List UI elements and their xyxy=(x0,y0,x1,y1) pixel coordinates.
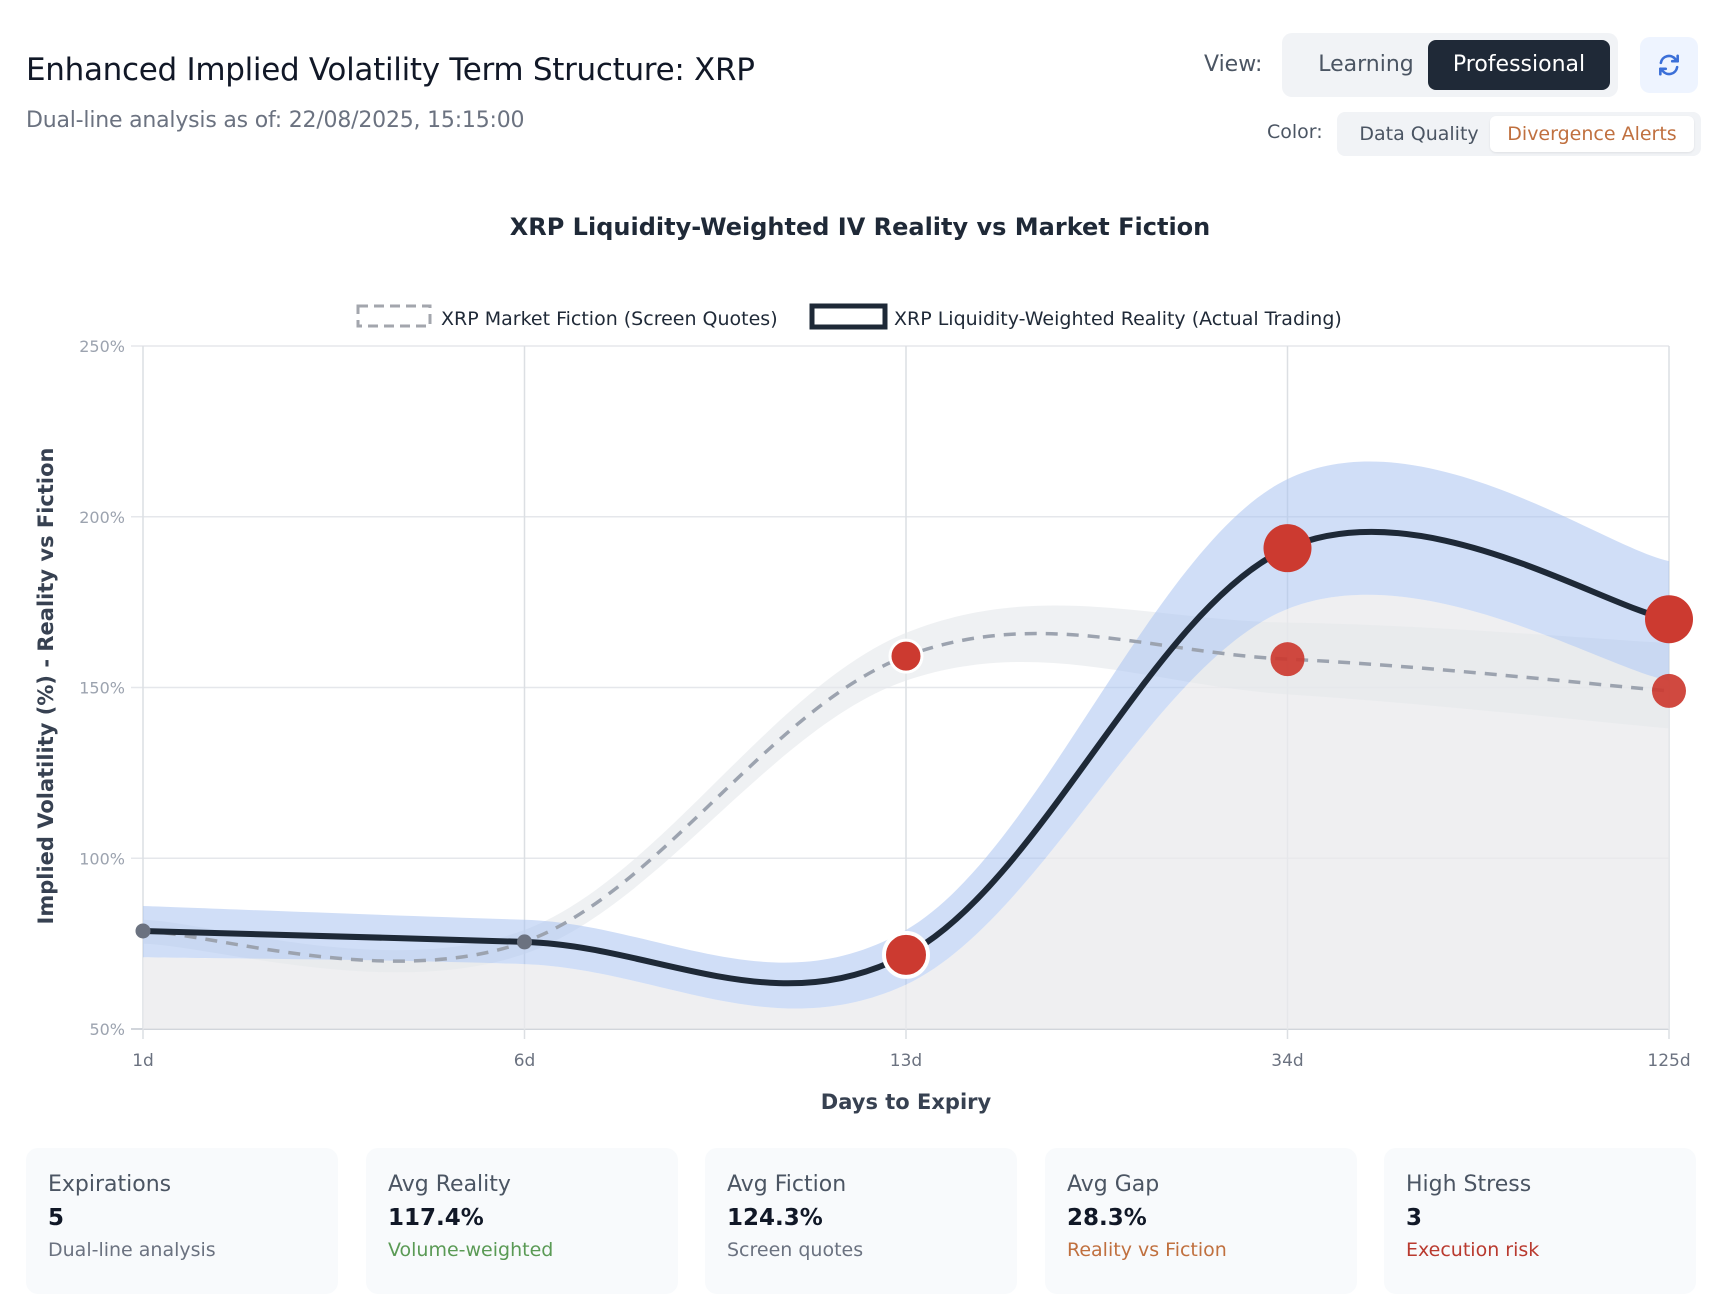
legend: XRP Market Fiction (Screen Quotes) XRP L… xyxy=(356,303,1342,330)
fiction-point-alert[interactable] xyxy=(888,638,924,674)
stat-label: Avg Gap xyxy=(1067,1172,1160,1197)
view-learning-button[interactable]: Learning xyxy=(1318,52,1414,77)
series-points xyxy=(135,524,1693,979)
stat-value: 117.4% xyxy=(388,1205,484,1231)
stat-sub: Screen quotes xyxy=(727,1239,864,1261)
color-divergence-alerts-button[interactable]: Divergence Alerts xyxy=(1490,116,1694,152)
x-tick-label: 6d xyxy=(514,1051,536,1071)
y-tick-label: 250% xyxy=(79,337,125,356)
stat-card-avg-fiction: Avg Fiction 124.3% Screen quotes xyxy=(705,1148,1017,1294)
fiction-point-alert[interactable] xyxy=(1652,673,1686,708)
stat-value: 28.3% xyxy=(1067,1205,1147,1231)
stat-value: 3 xyxy=(1406,1205,1423,1231)
stats-cards: Expirations 5 Dual-line analysis Avg Rea… xyxy=(26,1148,1696,1294)
x-tick-label: 1d xyxy=(132,1051,154,1071)
color-label: Color: xyxy=(1267,121,1323,143)
fiction-confidence-band xyxy=(143,605,1669,973)
stat-sub: Dual-line analysis xyxy=(48,1239,216,1261)
x-axis-label: Days to Expiry xyxy=(821,1090,992,1114)
fiction-line xyxy=(142,631,1670,963)
reality-confidence-band xyxy=(143,461,1669,1009)
stat-sub: Execution risk xyxy=(1406,1239,1540,1261)
y-tick-label: 50% xyxy=(89,1020,125,1039)
stat-card-avg-gap: Avg Gap 28.3% Reality vs Fiction xyxy=(1045,1148,1357,1294)
y-axis-ticks: 50% 100% 150% 200% 250% xyxy=(79,337,125,1039)
legend-item-reality[interactable]: XRP Liquidity-Weighted Reality (Actual T… xyxy=(809,303,1342,330)
reality-point-alert[interactable] xyxy=(882,930,930,979)
legend-swatch-fiction xyxy=(356,304,432,328)
stat-value: 124.3% xyxy=(727,1205,823,1231)
y-tick-label: 200% xyxy=(79,508,125,527)
refresh-icon xyxy=(1659,54,1679,76)
stat-card-avg-reality: Avg Reality 117.4% Volume-weighted xyxy=(366,1148,678,1294)
legend-item-fiction[interactable]: XRP Market Fiction (Screen Quotes) xyxy=(356,304,778,330)
y-axis-label: Implied Volatility (%) - Reality vs Fict… xyxy=(34,448,58,925)
y-tick-label: 100% xyxy=(79,849,125,868)
color-data-quality-button[interactable]: Data Quality xyxy=(1359,123,1479,145)
legend-label-fiction: XRP Market Fiction (Screen Quotes) xyxy=(441,308,778,330)
chart-container: XRP Liquidity-Weighted IV Reality vs Mar… xyxy=(0,200,1720,1130)
iv-term-structure-chart: XRP Liquidity-Weighted IV Reality vs Mar… xyxy=(34,213,1693,1114)
stat-card-expirations: Expirations 5 Dual-line analysis xyxy=(26,1148,338,1294)
stat-sub: Reality vs Fiction xyxy=(1067,1239,1227,1261)
reality-point-alert[interactable] xyxy=(1645,595,1693,644)
reality-line xyxy=(140,528,1672,987)
stat-label: Avg Fiction xyxy=(727,1172,847,1197)
stat-value: 5 xyxy=(48,1205,65,1231)
view-toggle: Learning Professional xyxy=(1282,33,1618,97)
chart-title: XRP Liquidity-Weighted IV Reality vs Mar… xyxy=(510,213,1211,241)
reality-point[interactable] xyxy=(135,923,151,939)
stat-label: High Stress xyxy=(1406,1172,1532,1197)
area-layers xyxy=(143,461,1669,1029)
page-title: Enhanced Implied Volatility Term Structu… xyxy=(26,52,755,88)
reality-point-alert[interactable] xyxy=(1263,524,1312,573)
refresh-button[interactable] xyxy=(1640,37,1698,93)
view-label: View: xyxy=(1204,52,1263,77)
view-professional-button[interactable]: Professional xyxy=(1428,40,1610,90)
legend-label-reality: XRP Liquidity-Weighted Reality (Actual T… xyxy=(894,308,1342,330)
legend-swatch-reality xyxy=(809,303,888,330)
y-tick-label: 150% xyxy=(79,679,125,698)
page-subtitle: Dual-line analysis as of: 22/08/2025, 15… xyxy=(26,108,525,133)
reality-point[interactable] xyxy=(517,934,532,950)
reality-baseline-fill xyxy=(143,594,1669,1029)
stat-label: Avg Reality xyxy=(388,1172,511,1197)
stat-label: Expirations xyxy=(48,1172,172,1197)
x-tick-label: 34d xyxy=(1271,1051,1303,1071)
stat-card-high-stress: High Stress 3 Execution risk xyxy=(1384,1148,1696,1294)
x-tick-label: 13d xyxy=(890,1051,922,1071)
x-tick-label: 125d xyxy=(1647,1051,1690,1071)
stat-sub: Volume-weighted xyxy=(388,1239,554,1261)
color-toggle: Data Quality Divergence Alerts xyxy=(1337,112,1701,156)
series-lines xyxy=(140,528,1672,987)
x-axis-ticks: 1d 6d 13d 34d 125d xyxy=(132,1051,1690,1071)
fiction-point-alert[interactable] xyxy=(1270,642,1305,677)
